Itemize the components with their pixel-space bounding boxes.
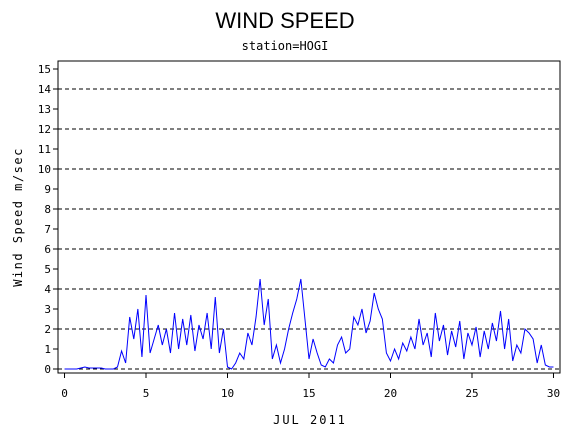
x-axis-label: JUL 2011 (273, 413, 347, 427)
x-tick-label: 5 (143, 387, 150, 400)
y-tick-label: 12 (38, 123, 51, 136)
y-tick-label: 0 (44, 363, 51, 376)
x-tick-label: 25 (465, 387, 478, 400)
y-tick-label: 10 (38, 163, 51, 176)
chart-subtitle: station=HOGI (242, 39, 329, 53)
y-tick-label: 3 (44, 303, 51, 316)
x-tick-label: 10 (221, 387, 234, 400)
x-tick-label: 30 (547, 387, 560, 400)
y-tick-label: 4 (44, 283, 51, 296)
y-tick-label: 5 (44, 263, 51, 276)
data-line (64, 278, 554, 370)
y-tick-label: 8 (44, 203, 51, 216)
x-tick-label: 0 (61, 387, 68, 400)
x-tick-label: 20 (384, 387, 397, 400)
y-tick-label: 11 (38, 143, 51, 156)
plot-frame (57, 60, 561, 374)
y-axis-label: Wind Speed m/sec (11, 147, 25, 287)
y-tick-label: 15 (38, 63, 51, 76)
y-tick-label: 1 (44, 343, 51, 356)
y-tick-label: 14 (38, 83, 52, 96)
y-tick-label: 6 (44, 243, 51, 256)
y-tick-label: 13 (38, 103, 51, 116)
x-tick-label: 15 (302, 387, 315, 400)
y-tick-label: 9 (44, 183, 51, 196)
chart-title: WIND SPEED (215, 8, 354, 33)
y-tick-label: 2 (44, 323, 51, 336)
y-tick-label: 7 (44, 223, 51, 236)
